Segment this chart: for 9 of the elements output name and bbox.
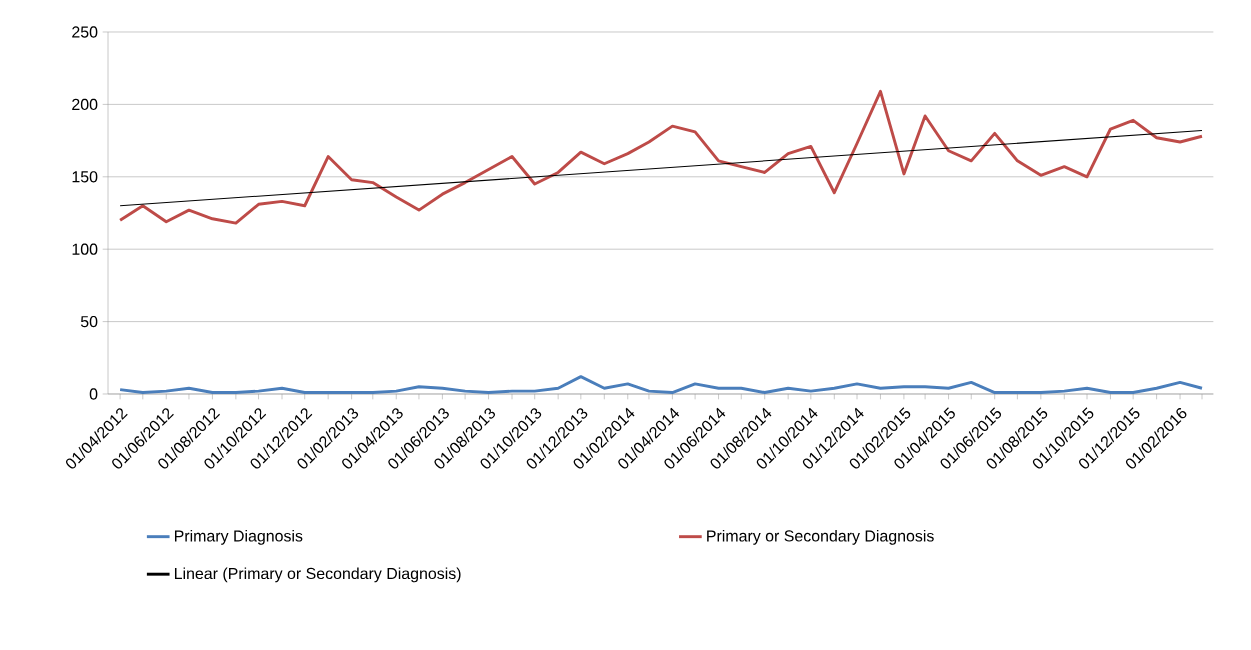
y-tick-label: 50 [80,315,98,328]
y-tick-label: 150 [72,171,98,183]
y-tick-label: 200 [72,98,98,111]
legend-label: Linear (Primary or Secondary Diagnosis) [174,567,461,583]
y-tick-label: 0 [89,388,98,400]
legend-label: Primary or Secondary Diagnosis [707,529,934,545]
y-tick-label: 100 [72,243,98,255]
y-tick-label: 250 [72,26,98,38]
legend-label: Primary Diagnosis [174,529,303,545]
